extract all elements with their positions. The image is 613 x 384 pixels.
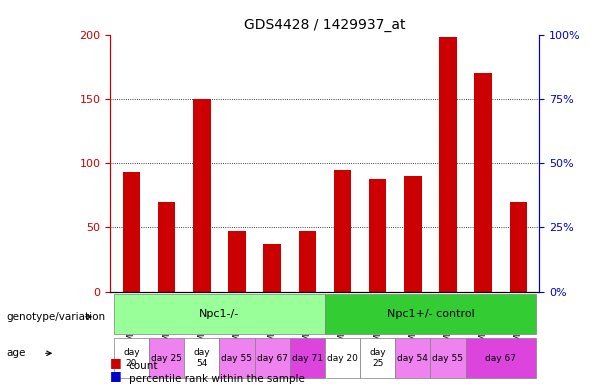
- Text: Npc1-/-: Npc1-/-: [199, 309, 240, 319]
- Bar: [158, 202, 175, 292]
- Text: percentile rank within the sample: percentile rank within the sample: [129, 374, 305, 384]
- Bar: [333, 170, 351, 292]
- FancyBboxPatch shape: [114, 294, 325, 334]
- Text: day 55: day 55: [433, 354, 463, 362]
- FancyBboxPatch shape: [184, 338, 219, 378]
- FancyBboxPatch shape: [114, 338, 149, 378]
- Bar: [404, 176, 422, 292]
- Bar: [264, 244, 281, 292]
- Text: count: count: [129, 361, 158, 371]
- Point: [232, 6, 242, 12]
- FancyBboxPatch shape: [466, 338, 536, 378]
- Text: genotype/variation: genotype/variation: [6, 312, 105, 322]
- Bar: [439, 37, 457, 292]
- FancyBboxPatch shape: [430, 338, 466, 378]
- Text: ■: ■: [110, 356, 122, 369]
- Text: day
25: day 25: [370, 348, 386, 368]
- Text: day 67: day 67: [485, 354, 516, 362]
- Point: [267, 16, 277, 22]
- Bar: [509, 202, 527, 292]
- FancyBboxPatch shape: [254, 338, 290, 378]
- Text: Npc1+/- control: Npc1+/- control: [387, 309, 474, 319]
- FancyBboxPatch shape: [360, 338, 395, 378]
- Text: day 20: day 20: [327, 354, 358, 362]
- Text: day 54: day 54: [397, 354, 428, 362]
- Text: ■: ■: [110, 369, 122, 382]
- Title: GDS4428 / 1429937_at: GDS4428 / 1429937_at: [244, 18, 406, 32]
- Text: age: age: [6, 348, 26, 358]
- Bar: [228, 231, 246, 292]
- FancyBboxPatch shape: [325, 338, 360, 378]
- Bar: [369, 179, 386, 292]
- Text: day 55: day 55: [221, 354, 253, 362]
- FancyBboxPatch shape: [395, 338, 430, 378]
- Text: day 67: day 67: [257, 354, 287, 362]
- Bar: [474, 73, 492, 292]
- Text: day 71: day 71: [292, 354, 323, 362]
- Point: [302, 0, 312, 4]
- Bar: [299, 231, 316, 292]
- Bar: [193, 99, 211, 292]
- FancyBboxPatch shape: [219, 338, 254, 378]
- Text: day
54: day 54: [194, 348, 210, 368]
- FancyBboxPatch shape: [325, 294, 536, 334]
- Text: day 25: day 25: [151, 354, 182, 362]
- Text: day
20: day 20: [123, 348, 140, 368]
- FancyBboxPatch shape: [149, 338, 184, 378]
- FancyBboxPatch shape: [290, 338, 325, 378]
- Bar: [123, 172, 140, 292]
